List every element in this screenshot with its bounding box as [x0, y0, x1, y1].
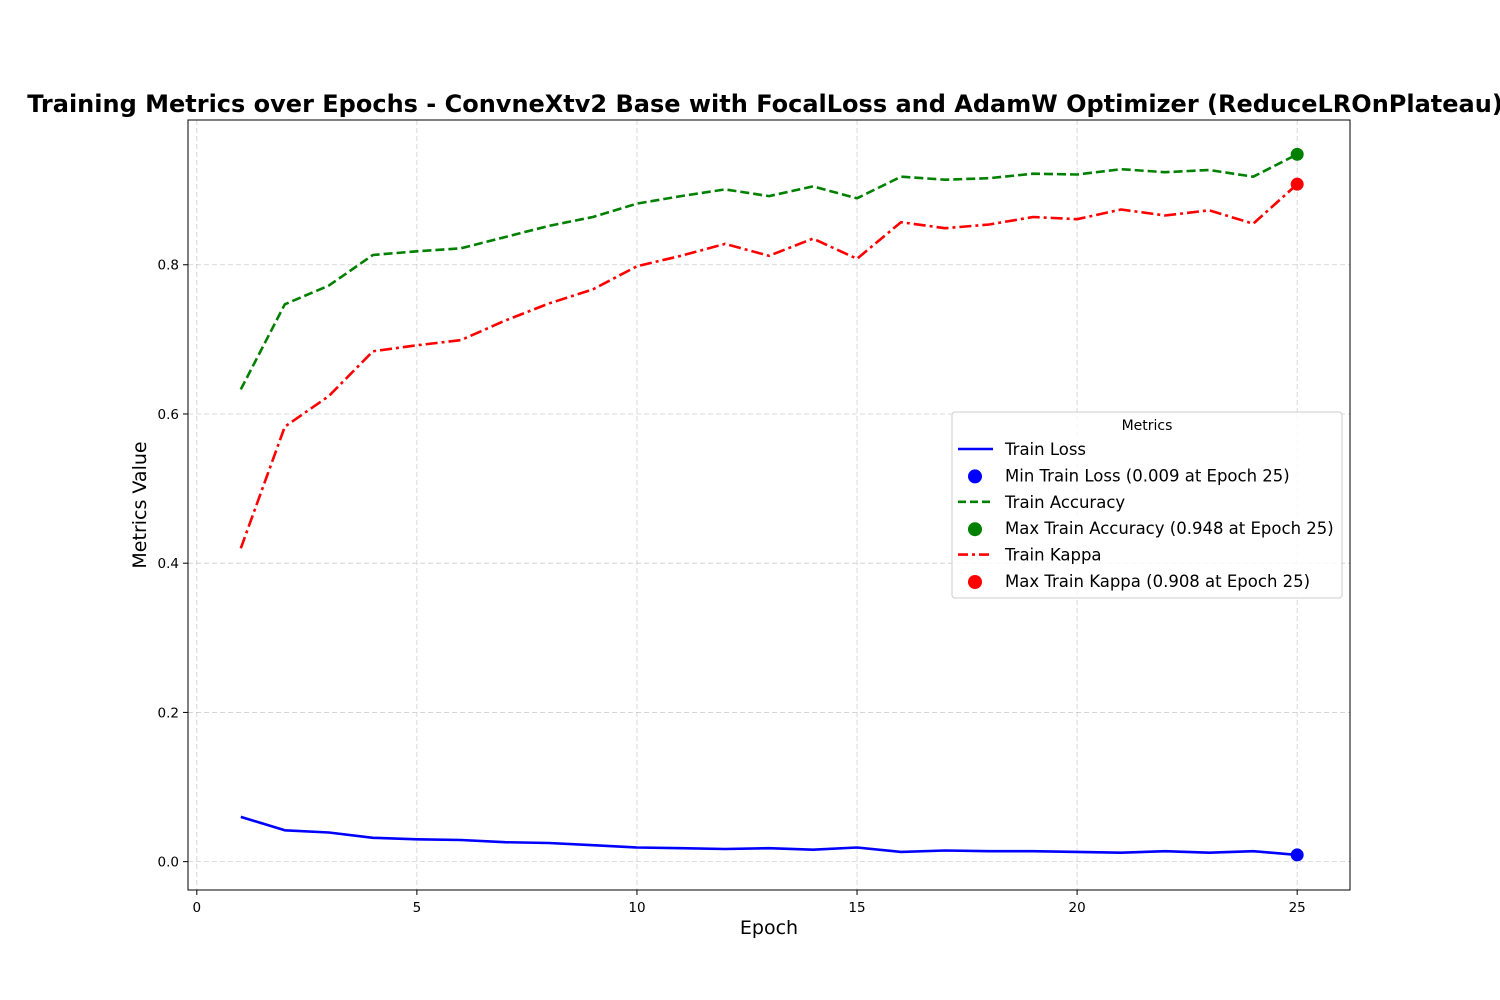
- x-tick-label: 5: [413, 900, 422, 916]
- x-tick-label: 0: [193, 900, 202, 916]
- y-axis-ticks: 0.0 0.2 0.4 0.6 0.8: [158, 258, 188, 871]
- chart-title: Training Metrics over Epochs - ConvneXtv…: [27, 90, 1500, 118]
- legend-marker-swatch: [968, 575, 982, 589]
- series-line-train-kappa: [239, 183, 1299, 549]
- legend-marker-swatch: [968, 469, 982, 484]
- y-tick-label: 0.4: [158, 556, 179, 572]
- series-lines: [239, 153, 1299, 857]
- legend-label: Min Train Loss (0.009 at Epoch 25): [1005, 466, 1290, 485]
- series-line-train-loss: [240, 815, 1298, 857]
- legend-box: [951, 411, 1343, 599]
- y-tick-label: 0.2: [158, 705, 179, 721]
- x-tick-label: 20: [1069, 900, 1086, 916]
- marker-train-accuracy: [1290, 147, 1304, 161]
- y-tick-label: 0.0: [158, 855, 179, 871]
- legend: Metrics Train Loss Min Train Loss (0.009 …: [951, 411, 1343, 599]
- legend-label: Train Accuracy: [1004, 493, 1125, 512]
- legend-label: Train Loss: [1004, 440, 1086, 459]
- plot-frame: [187, 119, 1351, 891]
- x-tick-label: 10: [628, 900, 645, 916]
- x-tick-label: 25: [1289, 900, 1306, 916]
- x-axis-ticks: 0 5 10 15 20 25: [193, 890, 1306, 916]
- x-tick-label: 15: [848, 900, 865, 916]
- legend-label: Max Train Accuracy (0.948 at Epoch 25): [1005, 519, 1334, 538]
- legend-marker-swatch: [968, 522, 982, 537]
- y-axis-label: Metrics Value: [129, 441, 151, 568]
- marker-train-kappa: [1290, 177, 1304, 191]
- legend-title: Metrics: [1122, 418, 1173, 434]
- y-tick-label: 0.6: [158, 407, 179, 423]
- legend-label: Train Kappa: [1004, 546, 1102, 565]
- x-axis-label: Epoch: [740, 917, 798, 939]
- legend-label: Max Train Kappa (0.908 at Epoch 25): [1005, 572, 1310, 591]
- extreme-markers: [1290, 147, 1304, 862]
- y-tick-label: 0.8: [158, 258, 179, 274]
- marker-train-loss: [1290, 848, 1304, 862]
- series-line-train-accuracy: [239, 153, 1298, 390]
